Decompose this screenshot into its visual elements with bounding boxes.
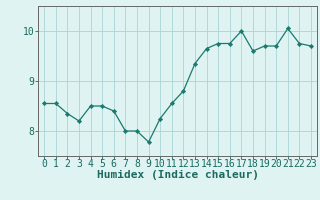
X-axis label: Humidex (Indice chaleur): Humidex (Indice chaleur)	[97, 170, 259, 180]
